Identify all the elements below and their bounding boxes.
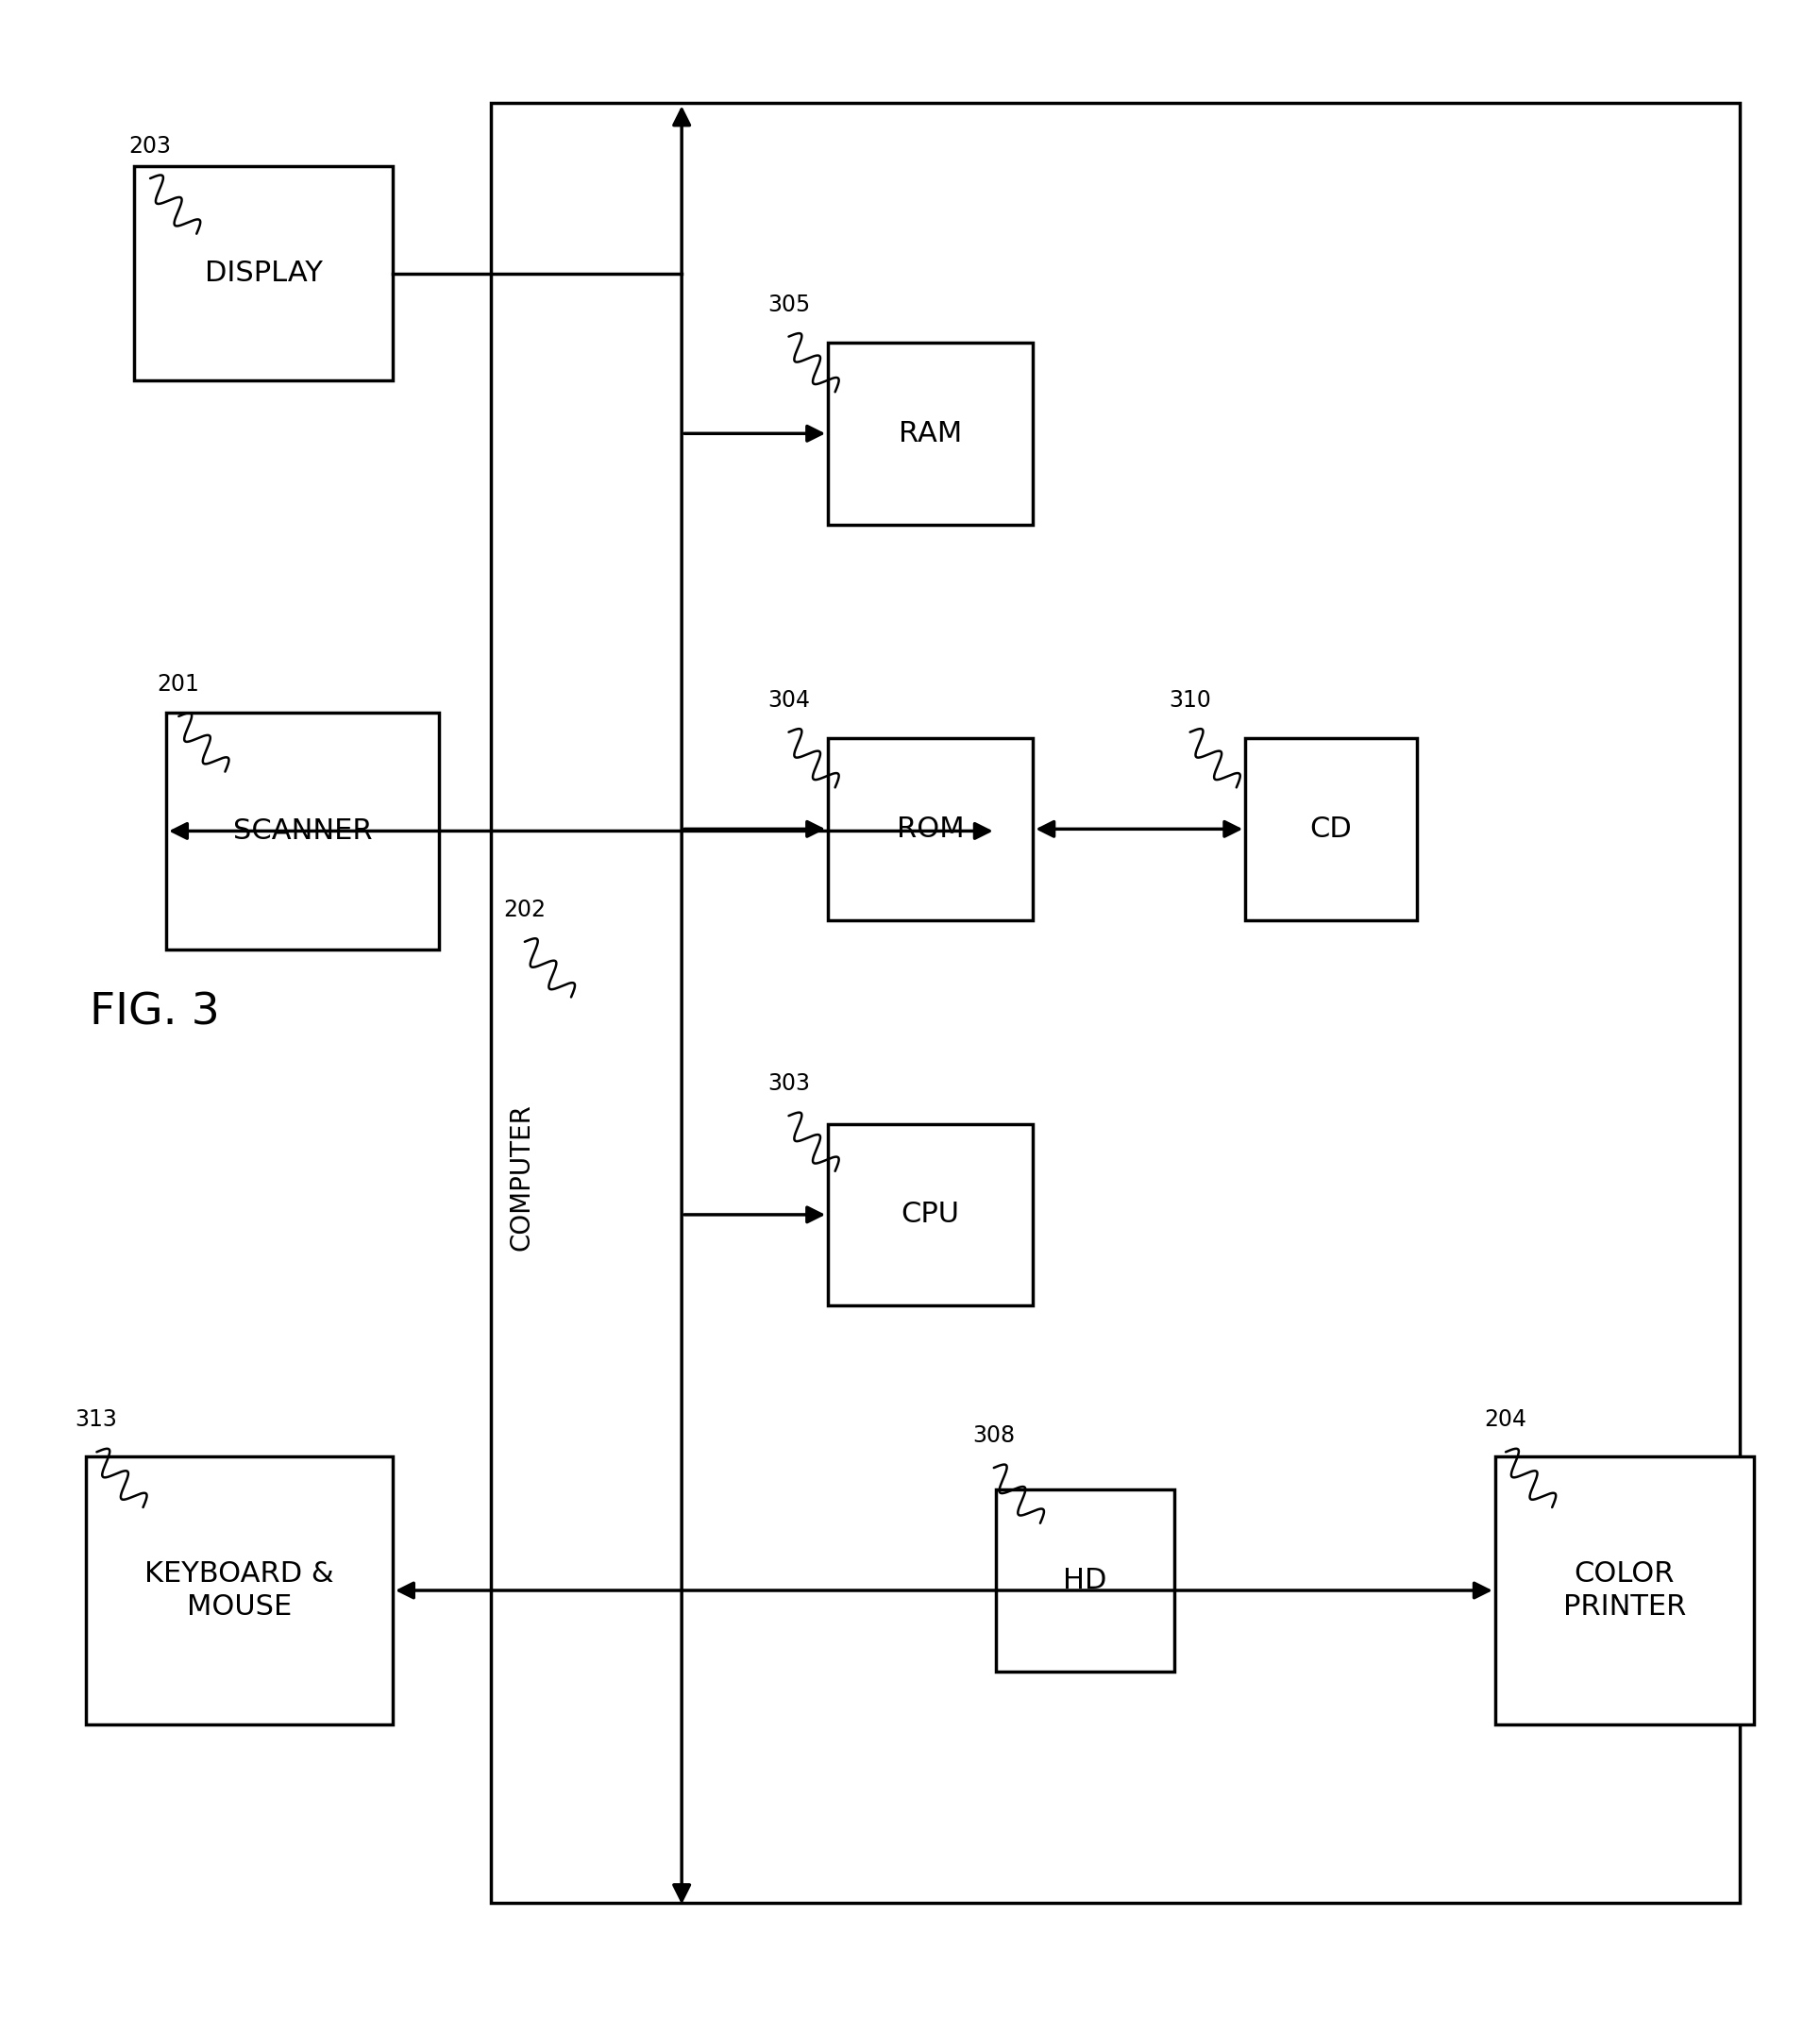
Text: 308: 308 <box>972 1425 1016 1447</box>
Bar <box>828 1124 1034 1306</box>
Text: 202: 202 <box>504 898 546 920</box>
Text: 313: 313 <box>75 1409 118 1431</box>
Text: CPU: CPU <box>901 1201 959 1229</box>
Text: 203: 203 <box>129 135 171 157</box>
Text: FIG. 3: FIG. 3 <box>89 991 220 1033</box>
Text: 303: 303 <box>768 1072 810 1096</box>
Text: 304: 304 <box>768 688 810 710</box>
Text: COLOR
PRINTER: COLOR PRINTER <box>1563 1560 1685 1620</box>
Text: SCANNER: SCANNER <box>233 817 373 846</box>
Bar <box>491 103 1740 1903</box>
Text: 305: 305 <box>768 293 810 315</box>
Text: 204: 204 <box>1485 1409 1527 1431</box>
Bar <box>166 712 439 950</box>
Bar <box>1494 1455 1754 1725</box>
Text: HD: HD <box>1063 1566 1107 1594</box>
Bar <box>1245 739 1416 920</box>
Bar <box>135 167 393 379</box>
Text: COMPUTER: COMPUTER <box>508 1104 535 1251</box>
Text: 310: 310 <box>1168 688 1210 710</box>
Text: ROM: ROM <box>897 815 965 844</box>
Text: RAM: RAM <box>899 420 963 448</box>
Text: DISPLAY: DISPLAY <box>204 260 322 287</box>
Text: 201: 201 <box>157 672 200 696</box>
Bar <box>86 1455 393 1725</box>
Bar <box>996 1489 1174 1671</box>
Bar <box>828 343 1034 525</box>
Text: CD: CD <box>1310 815 1352 844</box>
Bar <box>828 739 1034 920</box>
Text: KEYBOARD &
MOUSE: KEYBOARD & MOUSE <box>144 1560 335 1620</box>
